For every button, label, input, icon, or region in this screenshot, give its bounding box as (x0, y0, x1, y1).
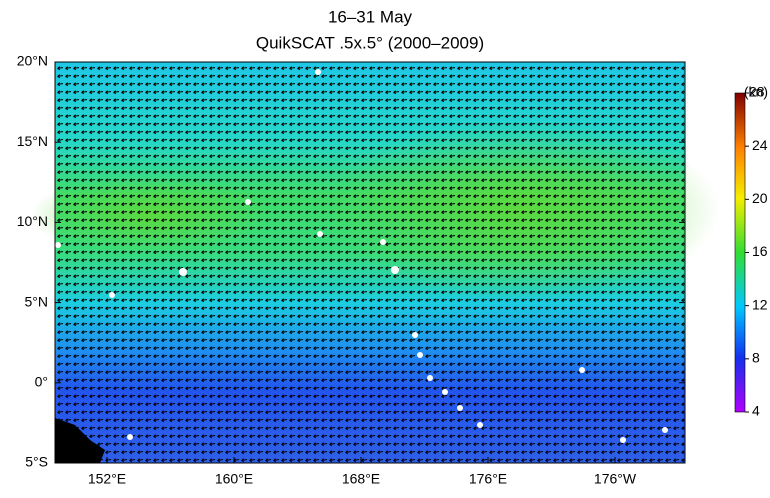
colorbar-unit: (kn) (744, 84, 768, 100)
latitude-label: 15°N (17, 133, 48, 149)
longitude-label: 176°W (594, 471, 637, 487)
longitude-label: 152°E (88, 471, 126, 487)
colorbar-label: 8 (752, 350, 760, 366)
colorbar-label: 16 (752, 243, 768, 259)
latitude-label: 5°S (25, 454, 48, 470)
latitude-label: 10°N (17, 213, 48, 229)
map-area (30, 61, 720, 464)
colorbar-label: 12 (752, 296, 768, 312)
longitude-label: 160°E (215, 471, 253, 487)
longitude-label: 176°E (469, 471, 507, 487)
latitude-label: 20°N (17, 53, 48, 69)
title: 16–31 May (328, 7, 413, 26)
colorbar (734, 92, 746, 413)
subtitle: QuikSCAT .5x.5° (2000–2009) (256, 33, 484, 52)
longitude-label: 168°E (342, 471, 380, 487)
latitude-label: 0° (35, 374, 48, 390)
colorbar-label: 28 (749, 84, 765, 100)
colorbar-label: 20 (752, 190, 768, 206)
colorbar-label: 24 (752, 137, 768, 153)
latitude-label: 5°N (25, 293, 49, 309)
colorbar-label: 4 (752, 403, 760, 419)
